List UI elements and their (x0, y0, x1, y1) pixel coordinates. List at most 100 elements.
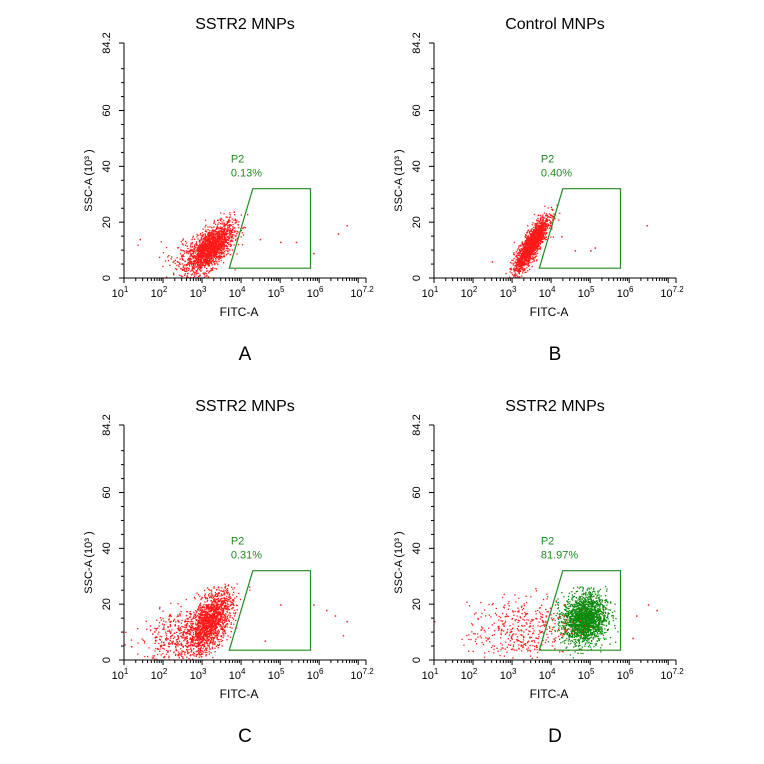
event-dot (207, 632, 209, 634)
event-dot (529, 239, 531, 241)
event-dot (225, 585, 227, 587)
event-dot (541, 216, 543, 218)
event-dot (544, 233, 546, 235)
event-dot (539, 243, 541, 245)
event-dot (533, 233, 535, 235)
event-dot (212, 640, 214, 642)
event-dot (217, 618, 219, 620)
event-dot (536, 224, 538, 226)
event-dot (214, 617, 216, 619)
event-dot (187, 276, 189, 278)
event-dot (512, 253, 515, 255)
event-dot (531, 228, 533, 230)
event-dot (523, 256, 525, 258)
event-dot (188, 259, 190, 261)
event-dot (190, 639, 192, 641)
outlier-dot (574, 250, 577, 252)
event-dot (220, 250, 223, 252)
event-dot (532, 233, 534, 235)
event-dot (203, 252, 205, 254)
event-dot (523, 252, 526, 255)
event-dot (218, 601, 220, 603)
event-dot (544, 239, 546, 241)
event-dot (195, 249, 197, 251)
event-dot (193, 271, 195, 274)
event-dot (203, 611, 205, 613)
event-dot (202, 248, 204, 250)
event-dot (529, 242, 531, 244)
event-dot (194, 261, 196, 263)
event-dot (215, 626, 217, 628)
event-dot (203, 250, 205, 252)
event-dot (216, 228, 218, 230)
event-dot (514, 268, 516, 270)
event-dot (532, 251, 534, 253)
event-dot (523, 269, 525, 272)
event-dot (535, 235, 537, 237)
event-dot (208, 249, 210, 251)
event-dot (214, 620, 216, 622)
event-dot (212, 606, 215, 608)
event-dot (219, 619, 221, 621)
event-dot (215, 645, 217, 647)
event-dot (193, 257, 195, 259)
event-dot (216, 238, 218, 240)
event-dot (196, 643, 198, 645)
event-dot (201, 264, 203, 266)
event-dot (220, 246, 223, 248)
event-dot (205, 613, 207, 616)
event-dot (205, 623, 207, 625)
event-dot (223, 630, 225, 633)
event-dot (219, 608, 221, 610)
event-dot (210, 241, 212, 243)
event-dot (521, 254, 523, 256)
event-dot (524, 236, 527, 239)
x-tick-label: 103 (500, 285, 517, 300)
event-dot (198, 263, 200, 265)
event-dot (537, 231, 539, 234)
event-dot (545, 220, 547, 222)
event-dot (185, 269, 188, 271)
event-dot (188, 250, 190, 252)
event-dot (532, 253, 534, 255)
event-dot (215, 256, 218, 258)
event-dot (210, 231, 212, 234)
event-dot (225, 224, 228, 226)
event-dot (527, 243, 529, 245)
event-dot (197, 238, 199, 240)
event-dot (183, 269, 185, 271)
event-dot (214, 600, 216, 602)
event-dot (528, 260, 530, 263)
event-dot (203, 276, 206, 278)
event-dot (198, 264, 200, 266)
x-tick-label: 101 (422, 285, 439, 300)
outlier-dot (259, 238, 262, 241)
event-dot (213, 621, 216, 623)
event-dot (197, 620, 199, 622)
event-dot (228, 594, 230, 596)
event-dot (539, 248, 541, 250)
event-dot (226, 222, 228, 224)
event-dot (222, 244, 224, 246)
event-dot (191, 264, 193, 266)
event-dot (205, 231, 207, 233)
event-dot (530, 258, 532, 260)
event-dot (226, 230, 228, 233)
event-dot (214, 594, 217, 596)
event-dot (205, 240, 207, 242)
event-dot (221, 236, 224, 238)
event-dot (537, 243, 539, 245)
x-tick-label: 101 (112, 285, 129, 300)
event-dot (526, 239, 528, 241)
event-dot (234, 230, 236, 232)
event-dot (551, 217, 553, 219)
event-dot (218, 599, 220, 602)
event-dot (541, 237, 543, 239)
event-dot (219, 223, 222, 225)
event-dot (222, 229, 224, 231)
event-dot (213, 241, 215, 244)
event-dot (191, 254, 193, 257)
event-dot (211, 602, 213, 604)
event-dot (212, 237, 214, 239)
event-dot (225, 233, 228, 235)
